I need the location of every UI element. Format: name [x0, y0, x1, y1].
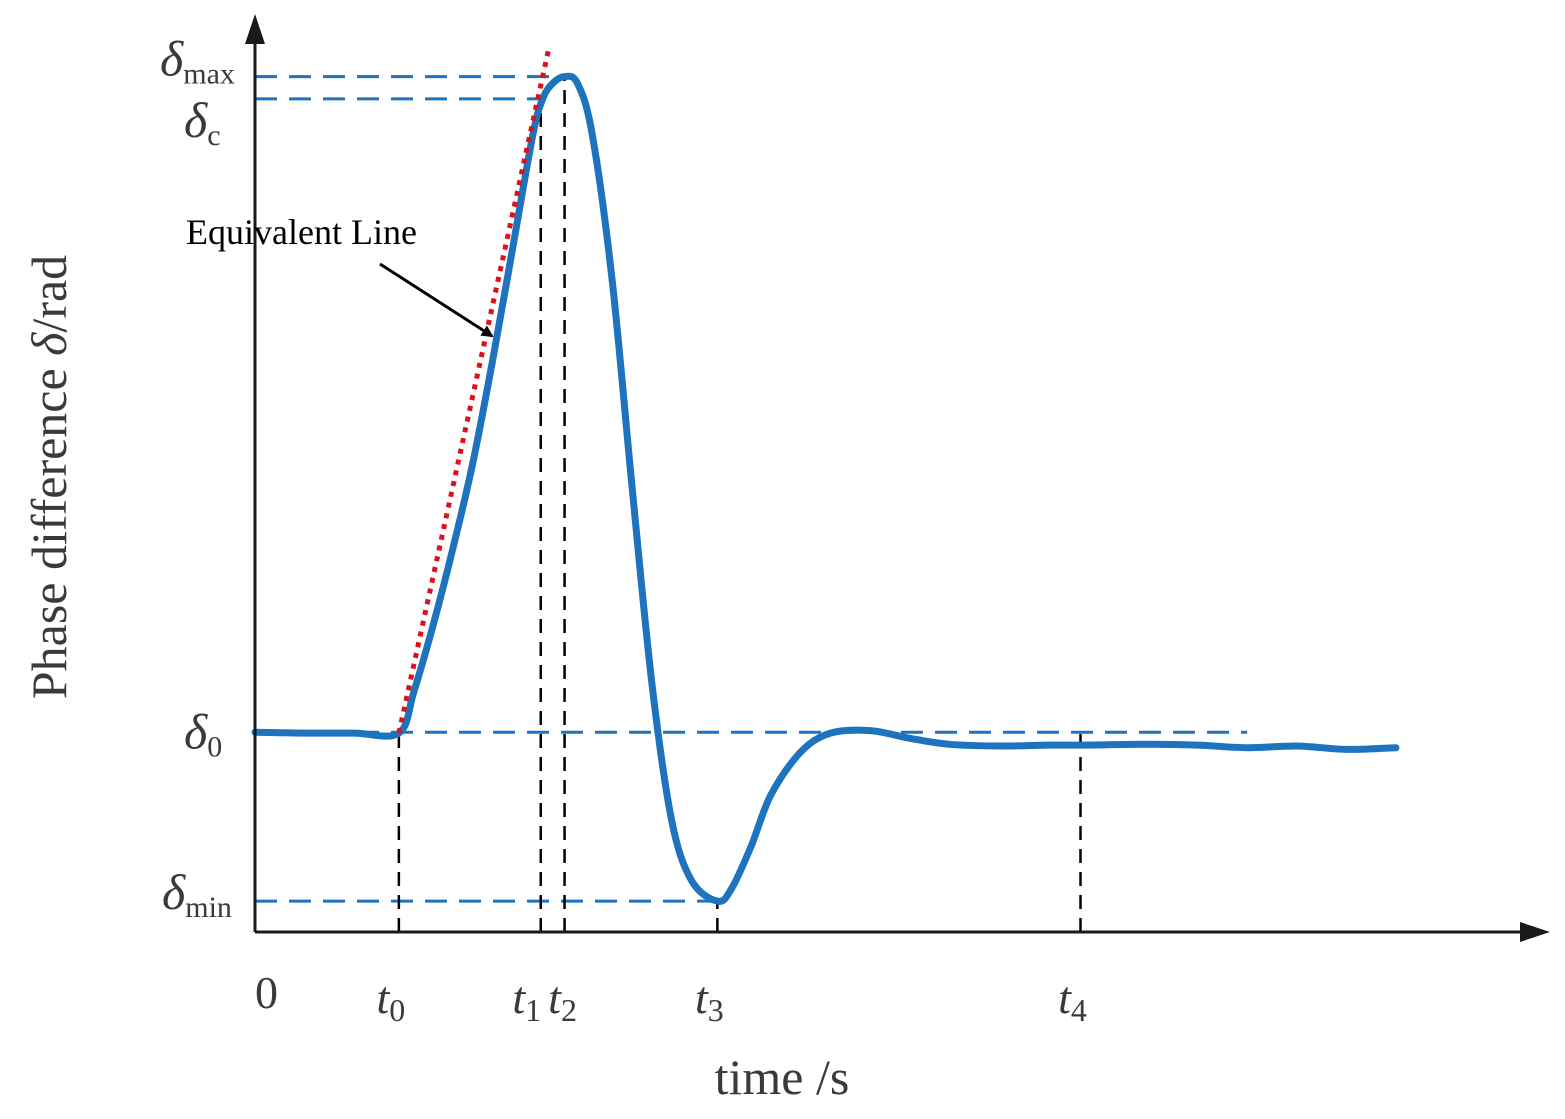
phase-difference-curve — [251, 72, 1400, 905]
y-axis-label-unit: /rad — [21, 255, 77, 333]
y-level-label-0: δ0 — [184, 703, 222, 763]
y-axis-arrow — [245, 14, 265, 44]
x-axis-label-name: time — [715, 1049, 816, 1105]
y-level-label-min: δmin — [162, 864, 232, 924]
x-axis-label-unit: /s — [816, 1049, 849, 1105]
y-axis-label-symbol: δ — [21, 332, 77, 356]
x-axis-arrow — [1520, 922, 1550, 942]
origin-label: 0 — [255, 967, 278, 1018]
x-tick-label-t2: t2 — [548, 972, 577, 1028]
x-tick-label-t4: t4 — [1058, 972, 1087, 1028]
y-level-label-c: δc — [184, 92, 221, 152]
x-tick-label-t3: t3 — [695, 972, 724, 1028]
x-tick-label-t0: t0 — [376, 972, 405, 1028]
guide-lines — [255, 75, 1248, 932]
y-axis-label: Phase difference δ/rad — [21, 255, 77, 699]
series-layer — [251, 48, 1400, 905]
x-axis-label: time /s — [715, 1049, 850, 1105]
equivalent-line — [396, 48, 552, 734]
x-tick-labels: t0 t1 t2 t3 t4 — [376, 972, 1086, 1028]
y-level-label-max: δmax — [160, 31, 235, 91]
annotation-arrow — [379, 262, 494, 338]
y-axis-label-name: Phase difference — [21, 356, 77, 699]
annotation-label: Equivalent Line — [186, 212, 417, 252]
x-tick-label-t1: t1 — [512, 972, 541, 1028]
